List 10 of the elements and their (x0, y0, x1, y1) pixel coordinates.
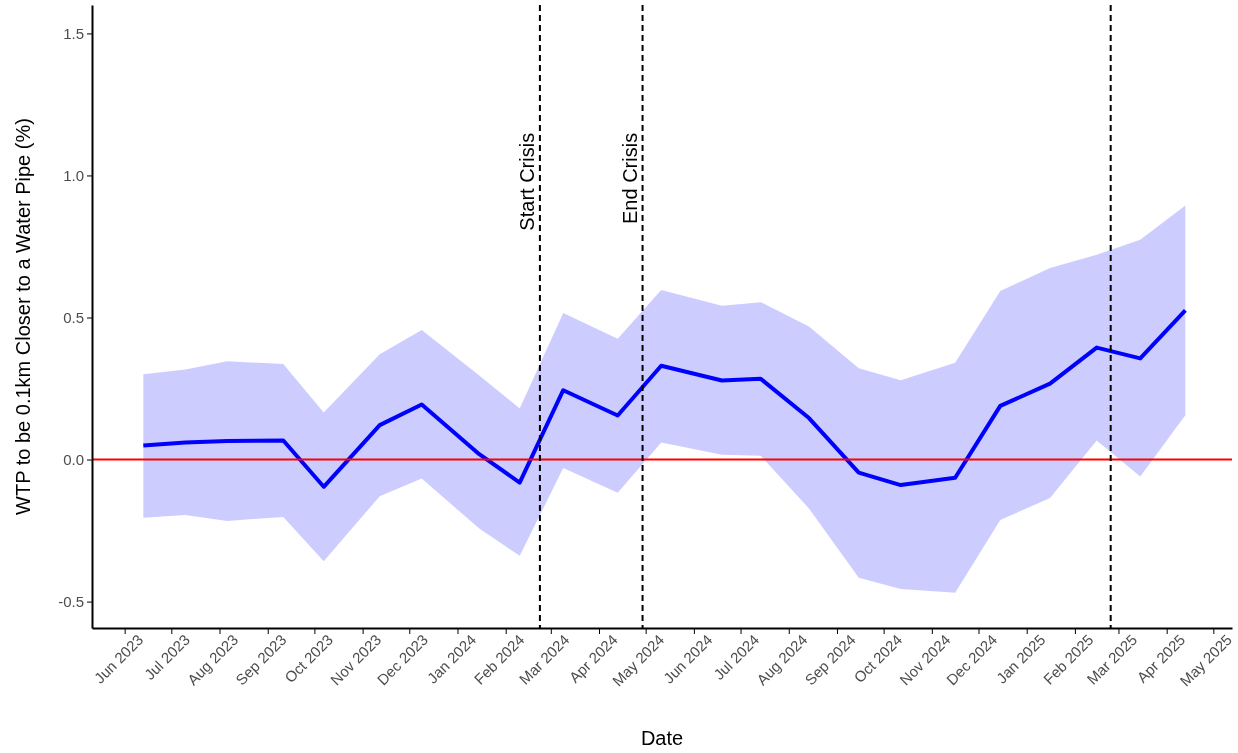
y-tick-label: 0.0 (63, 450, 84, 468)
ref-line-label: Start Crisis (515, 132, 538, 231)
y-tick-label: 1.0 (63, 166, 84, 184)
ref-line-label: End Crisis (618, 132, 641, 224)
y-tick-label: 1.5 (63, 24, 84, 42)
x-axis-title: Date (640, 727, 684, 749)
line-series (141, 308, 1188, 489)
y-tick-label: -0.5 (58, 592, 84, 610)
y-tick-label: 0.5 (63, 308, 84, 326)
y-axis-title: WTP to be 0.1km Closer to a Water Pipe (%) (12, 118, 34, 515)
